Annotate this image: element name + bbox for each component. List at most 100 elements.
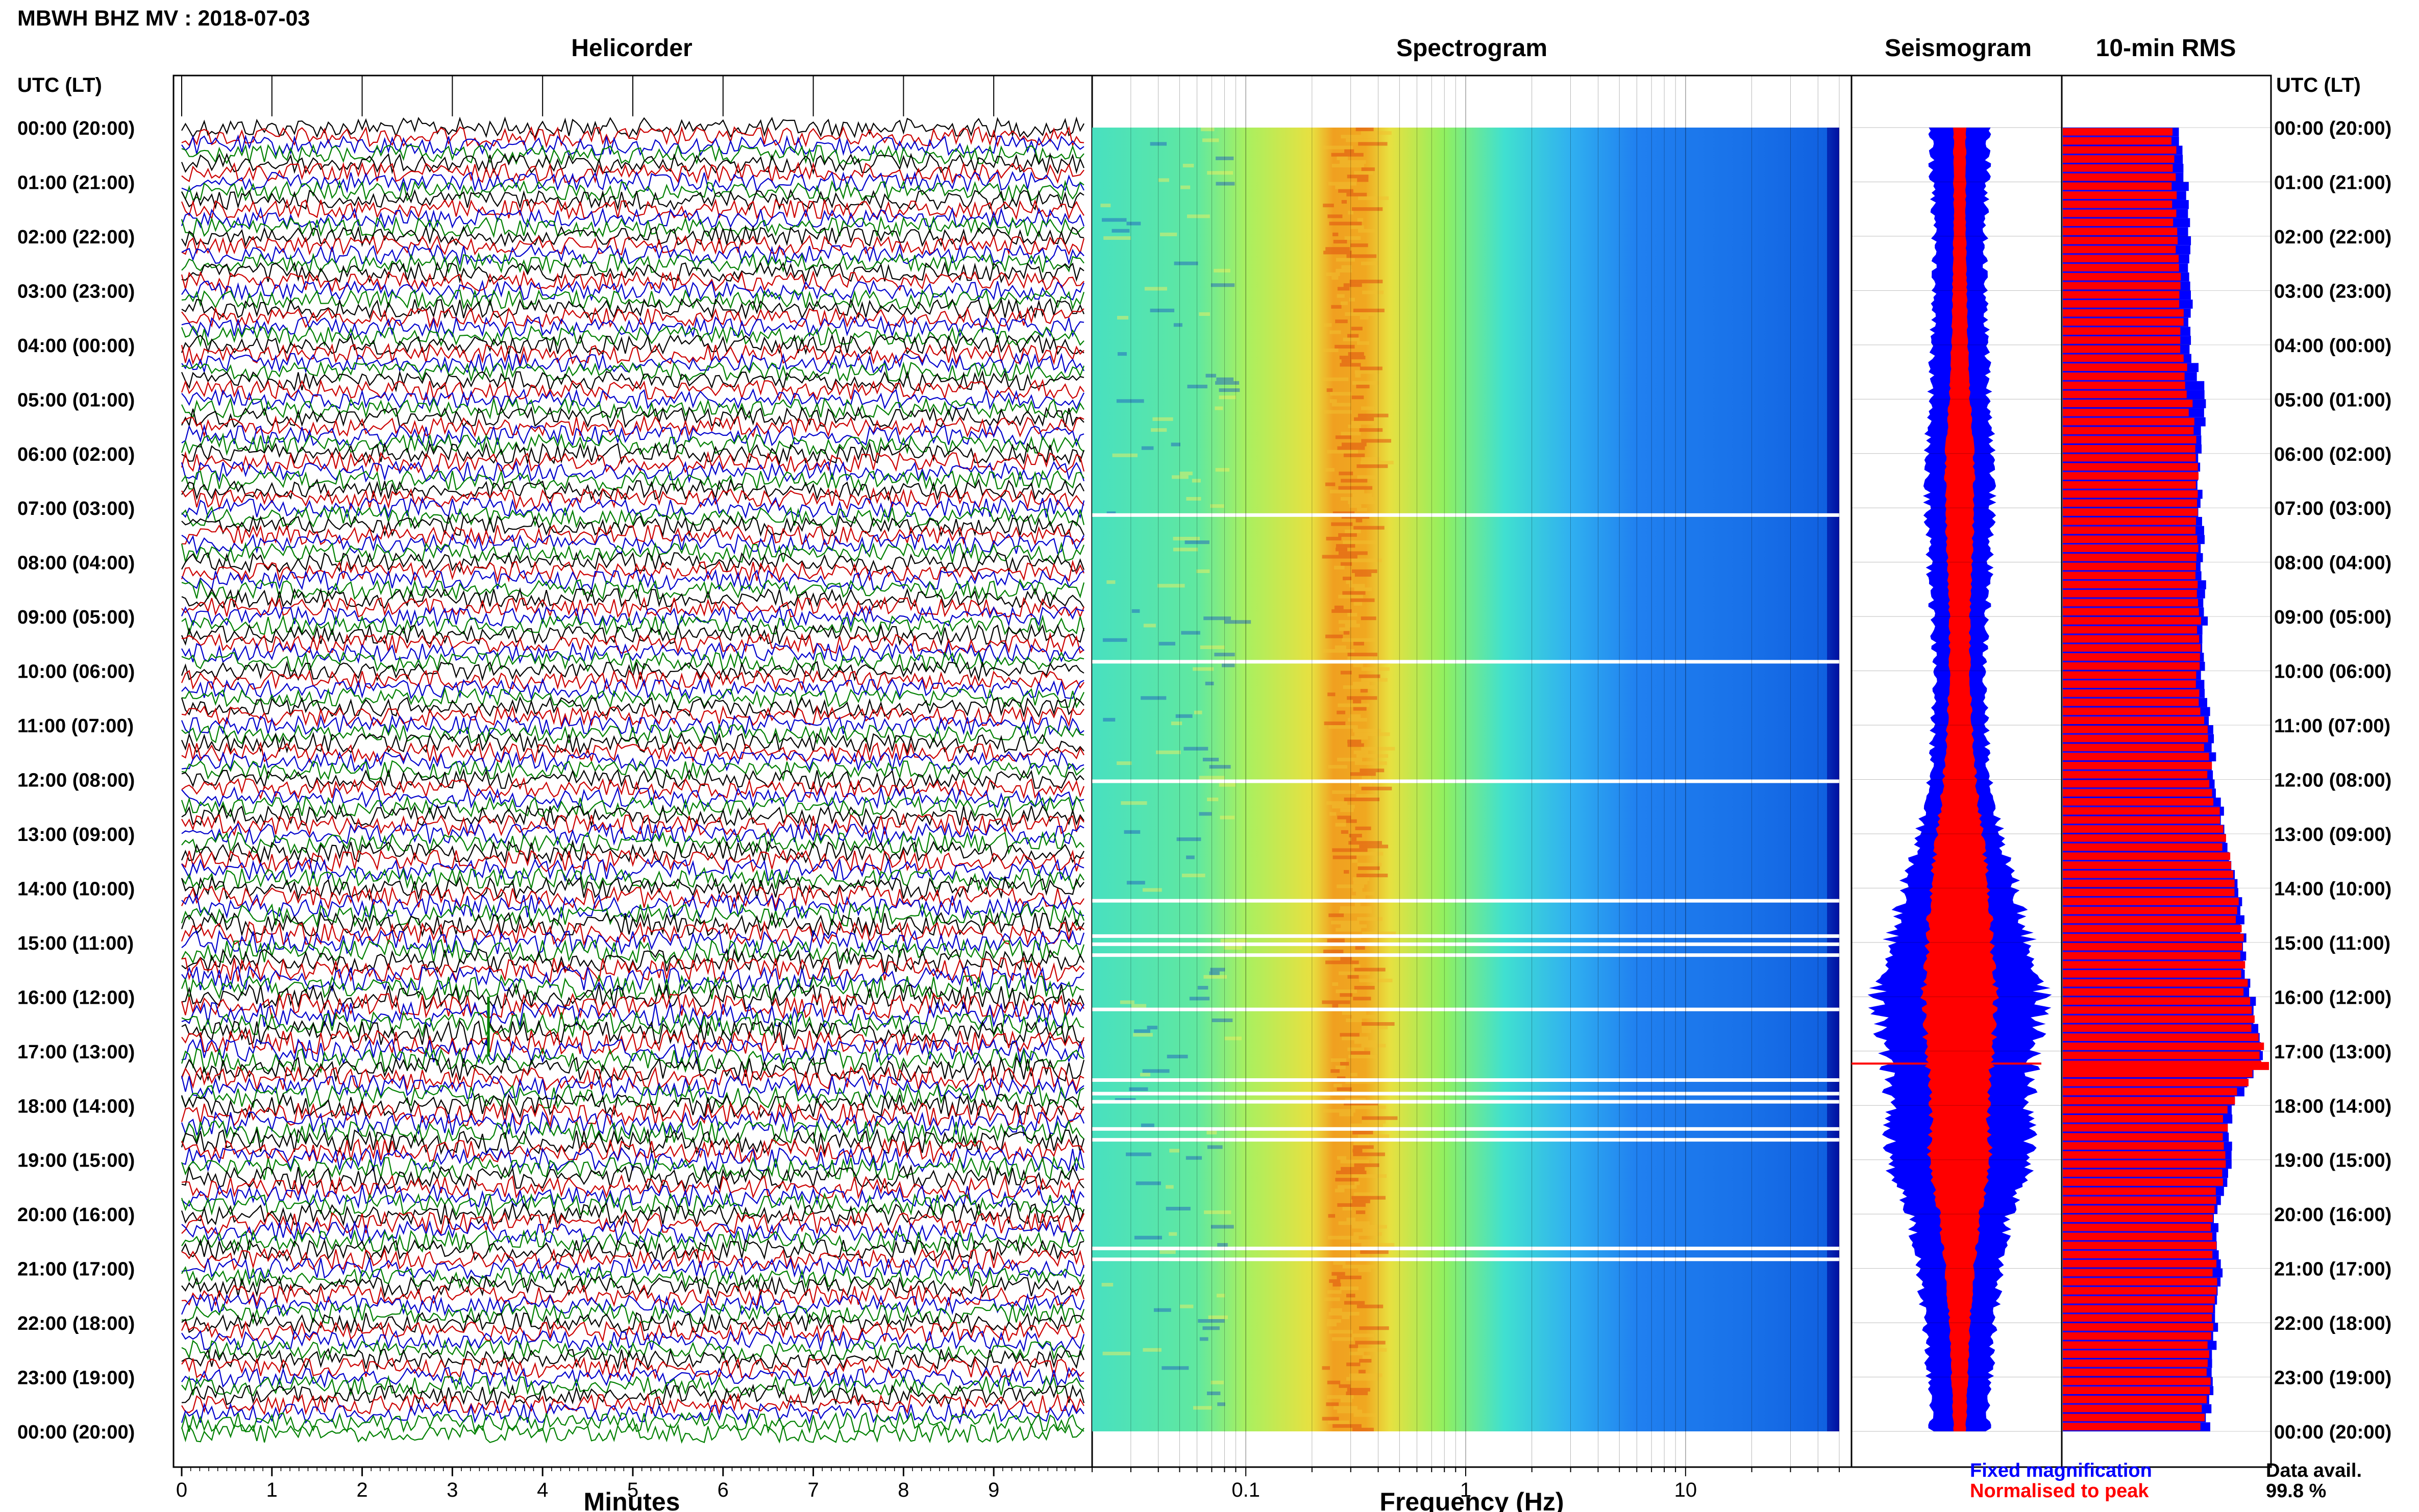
time-label-left: 20:00 (16:00)	[17, 1204, 135, 1226]
spectrogram-texture	[1333, 1083, 1342, 1087]
spectrogram-texture	[1338, 594, 1363, 599]
spectrogram-texture	[1329, 330, 1341, 334]
spectrogram-texture	[1328, 1311, 1360, 1316]
rms-bar-normalised	[2063, 617, 2201, 625]
time-label-right: 08:00 (04:00)	[2274, 553, 2391, 574]
helicorder-trace	[181, 143, 1084, 166]
legend-normalised-to-peak: Normalised to peak	[1970, 1480, 2149, 1502]
spectrogram-texture	[1198, 1319, 1225, 1323]
rms-bar-normalised	[2063, 155, 2175, 163]
rms-bar-normalised	[2063, 807, 2220, 815]
helicorder-trace	[181, 1266, 1085, 1290]
spectrogram-texture	[1352, 877, 1370, 881]
spectrogram-texture	[1203, 616, 1231, 621]
helicorder-trace	[181, 1065, 1084, 1092]
spectrogram-texture	[1181, 874, 1205, 878]
spectrogram-texture	[1337, 156, 1348, 160]
spectrogram-texture	[1349, 1373, 1383, 1377]
rms-bar-normalised	[2063, 1386, 2210, 1395]
helicorder-xtick-label: 8	[898, 1479, 909, 1501]
spectrogram-texture	[1203, 975, 1227, 979]
helicorder-trace	[181, 741, 1084, 764]
rms-bar-normalised	[2063, 1350, 2209, 1358]
spectrogram-texture	[1344, 1102, 1378, 1106]
rms-bar-normalised	[2063, 318, 2184, 326]
spectrogram-texture	[1361, 439, 1391, 443]
rms-bar-normalised	[2063, 1114, 2223, 1123]
spectrogram-texture	[1117, 316, 1129, 320]
spectrogram-texture	[1353, 1192, 1377, 1196]
spectrogram-texture	[1337, 884, 1364, 888]
spectrogram-texture	[1356, 794, 1376, 798]
spectrogram-texture	[1348, 501, 1375, 505]
spectrogram-texture	[1360, 769, 1385, 773]
rms-bar-normalised	[2063, 1070, 2253, 1078]
spectrogram-texture	[1339, 472, 1353, 476]
rms-bar-normalised	[2063, 825, 2224, 833]
helicorder-trace	[181, 1101, 1084, 1128]
spectrogram-texture	[1354, 761, 1387, 765]
helicorder-trace	[181, 677, 1084, 701]
spectrogram-texture	[1361, 406, 1374, 410]
helicorder-trace	[181, 614, 1085, 637]
rms-bar-normalised	[2063, 1368, 2207, 1376]
helicorder-trace	[181, 424, 1084, 447]
spectrogram-texture	[1345, 1080, 1374, 1084]
spectrogram-texture	[1333, 240, 1347, 244]
rms-bar-normalised	[2063, 997, 2251, 1005]
spectrogram-texture	[1354, 1163, 1379, 1167]
spectrogram-texture	[1219, 783, 1236, 787]
spectrogram-texture	[1335, 1188, 1345, 1193]
time-label-left: 08:00 (04:00)	[17, 553, 135, 574]
spectrogram-texture	[1322, 649, 1354, 653]
rms-bar-normalised	[2063, 1414, 2205, 1422]
helicorder-trace	[181, 397, 1084, 420]
helicorder-trace	[181, 858, 1084, 882]
time-label-left: 06:00 (02:00)	[17, 444, 135, 465]
rms-bar-normalised	[2063, 562, 2196, 571]
spectrogram-texture	[1186, 1156, 1202, 1160]
spectrogram-texture	[1331, 1337, 1354, 1341]
spectrogram-texture	[1346, 1218, 1356, 1222]
spectrogram-texture	[1361, 678, 1388, 682]
spectrogram-texture	[1174, 261, 1198, 265]
helicorder-trace	[181, 1037, 1085, 1065]
spectrogram-texture	[1348, 717, 1367, 722]
spectrogram-texture	[1340, 562, 1352, 566]
spectrogram-texture	[1342, 1315, 1350, 1319]
rms-bar-normalised	[2063, 1259, 2217, 1268]
rms-bar-normalised	[2063, 128, 2173, 136]
rms-bar-normalised	[2063, 526, 2196, 534]
time-label-left: 18:00 (14:00)	[17, 1096, 135, 1117]
spectrogram-texture	[1340, 160, 1366, 164]
time-label-left: 13:00 (09:00)	[17, 824, 135, 846]
rms-bar-normalised	[2063, 209, 2177, 217]
time-label-right: 14:00 (10:00)	[2274, 878, 2391, 900]
spectrogram-texture	[1131, 1004, 1147, 1008]
rms-bar-normalised	[2063, 834, 2226, 842]
spectrogram-texture	[1330, 1308, 1342, 1312]
spectrogram-texture	[1337, 1275, 1362, 1279]
spectrogram-texture	[1352, 207, 1383, 211]
spectrogram-texture	[1199, 312, 1210, 316]
spectrogram-texture	[1211, 1380, 1224, 1384]
spectrogram-texture	[1361, 616, 1376, 621]
helicorder-trace	[181, 596, 1085, 619]
spectrogram-texture	[1348, 424, 1361, 429]
rms-bar-normalised	[2063, 1160, 2226, 1168]
spectrogram-texture	[1222, 663, 1235, 667]
spectrogram-texture	[1356, 754, 1389, 758]
spectrogram-texture	[1141, 1123, 1154, 1127]
helicorder-trace	[181, 714, 1084, 736]
spectrogram-texture	[1346, 138, 1377, 142]
spectrogram-texture	[1354, 587, 1372, 591]
spectrogram-texture	[1340, 808, 1354, 812]
helicorder-trace	[181, 1339, 1085, 1362]
time-label-right: 03:00 (23:00)	[2274, 281, 2391, 302]
spectrogram-texture	[1335, 319, 1348, 324]
spectrogram-texture	[1362, 1029, 1371, 1033]
spectrogram-texture	[1331, 153, 1364, 157]
spectrogram-texture	[1333, 1406, 1357, 1410]
spectrogram-texture	[1171, 721, 1182, 726]
rms-bar-normalised	[2063, 762, 2212, 770]
